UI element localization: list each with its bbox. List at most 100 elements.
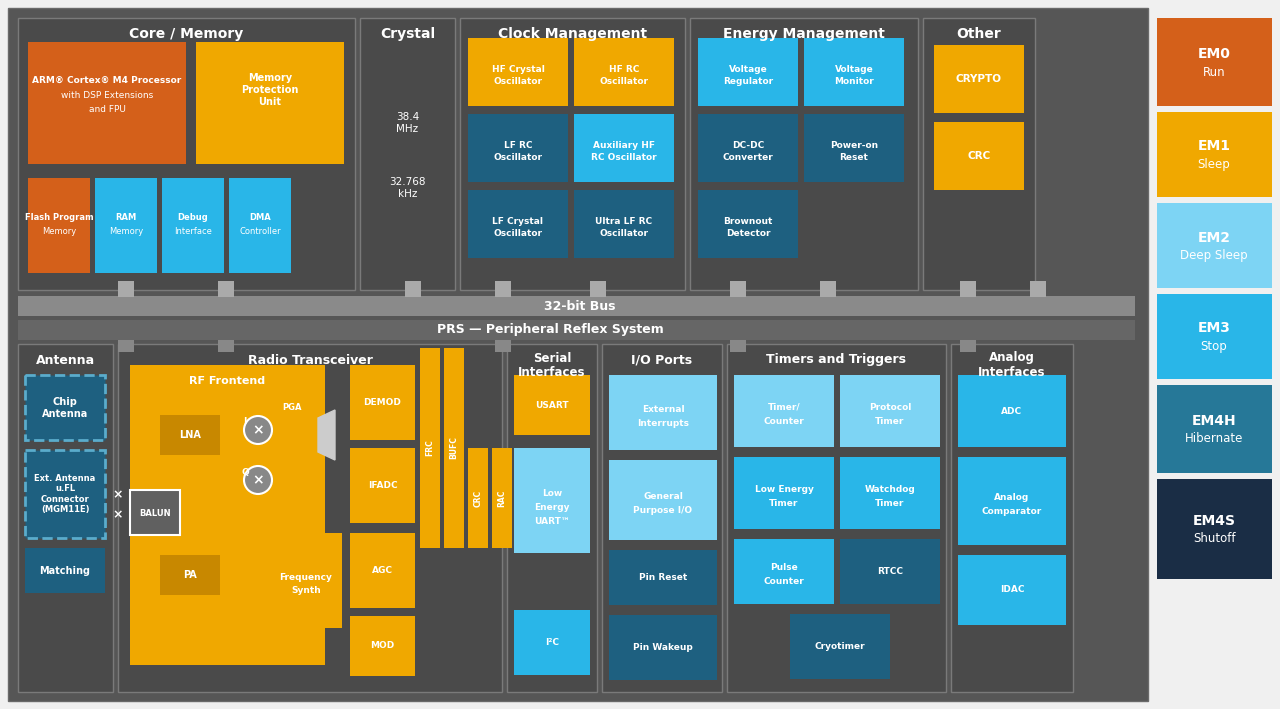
Bar bbox=[840, 375, 940, 447]
Bar bbox=[468, 190, 568, 258]
Bar bbox=[609, 615, 717, 680]
Bar bbox=[229, 178, 291, 273]
Polygon shape bbox=[317, 410, 335, 460]
Text: LNA: LNA bbox=[179, 430, 201, 440]
Bar bbox=[698, 190, 797, 258]
Bar bbox=[404, 281, 421, 297]
Bar bbox=[349, 365, 415, 440]
Bar bbox=[957, 457, 1066, 545]
Text: General: General bbox=[643, 492, 684, 501]
Text: RAC: RAC bbox=[498, 489, 507, 507]
Bar bbox=[18, 18, 355, 290]
Text: PGA: PGA bbox=[283, 403, 302, 413]
Text: Pin Reset: Pin Reset bbox=[639, 573, 687, 582]
Bar bbox=[573, 114, 675, 182]
Bar bbox=[495, 281, 511, 297]
Text: 38.4
MHz: 38.4 MHz bbox=[396, 112, 419, 134]
Bar bbox=[951, 344, 1073, 692]
Text: Regulator: Regulator bbox=[723, 77, 773, 86]
Text: BUFC: BUFC bbox=[449, 437, 458, 459]
Text: External: External bbox=[641, 405, 685, 413]
Circle shape bbox=[244, 466, 273, 494]
Bar bbox=[492, 448, 512, 548]
Bar bbox=[270, 533, 342, 628]
Text: Run: Run bbox=[1203, 65, 1225, 79]
Text: ×: × bbox=[113, 489, 123, 501]
Text: Comparator: Comparator bbox=[982, 507, 1042, 516]
Bar bbox=[28, 42, 186, 164]
Text: Interfaces: Interfaces bbox=[518, 366, 586, 379]
Text: Other: Other bbox=[956, 27, 1001, 41]
Bar bbox=[609, 375, 717, 450]
Bar bbox=[18, 296, 1135, 316]
Bar bbox=[730, 281, 746, 297]
Bar bbox=[218, 281, 234, 297]
Text: IDAC: IDAC bbox=[1000, 586, 1024, 595]
Text: Matching: Matching bbox=[40, 566, 91, 576]
Bar bbox=[160, 555, 220, 595]
Text: Memory: Memory bbox=[109, 226, 143, 235]
Bar bbox=[1157, 203, 1272, 288]
Text: Frequency: Frequency bbox=[279, 573, 333, 582]
Bar bbox=[1030, 281, 1046, 297]
Text: Low: Low bbox=[541, 489, 562, 498]
Text: Stop: Stop bbox=[1201, 340, 1228, 353]
Circle shape bbox=[244, 416, 273, 444]
Text: Energy: Energy bbox=[534, 503, 570, 512]
Bar bbox=[360, 18, 454, 290]
Bar bbox=[515, 610, 590, 675]
Bar bbox=[960, 340, 977, 352]
Text: I: I bbox=[243, 418, 247, 427]
Bar bbox=[468, 114, 568, 182]
Text: EM1: EM1 bbox=[1198, 140, 1230, 154]
Bar bbox=[1157, 479, 1272, 579]
Text: Auxiliary HF: Auxiliary HF bbox=[593, 140, 655, 150]
Text: Oscillator: Oscillator bbox=[599, 230, 649, 238]
Text: Purpose I/O: Purpose I/O bbox=[634, 506, 692, 515]
Text: Ext. Antenna
u.FL
Connector
(MGM11E): Ext. Antenna u.FL Connector (MGM11E) bbox=[35, 474, 96, 514]
Bar bbox=[26, 450, 105, 538]
Text: USART: USART bbox=[535, 401, 568, 410]
Text: Debug: Debug bbox=[178, 213, 209, 223]
Bar bbox=[118, 340, 134, 352]
Bar bbox=[733, 457, 835, 529]
Text: Brownout: Brownout bbox=[723, 216, 773, 225]
Bar bbox=[804, 38, 904, 106]
Text: ADC: ADC bbox=[1001, 406, 1023, 415]
Text: Counter: Counter bbox=[764, 417, 804, 426]
Text: Oscillator: Oscillator bbox=[494, 230, 543, 238]
Bar bbox=[923, 18, 1036, 290]
Bar bbox=[118, 344, 502, 692]
Bar bbox=[609, 550, 717, 605]
Text: Radio Transceiver: Radio Transceiver bbox=[247, 354, 372, 367]
Text: I/O Ports: I/O Ports bbox=[631, 354, 692, 367]
Text: Shutoff: Shutoff bbox=[1193, 532, 1235, 545]
Text: Q: Q bbox=[241, 467, 248, 476]
Text: Synth: Synth bbox=[291, 586, 321, 595]
Text: ARM® Cortex® M4 Processor: ARM® Cortex® M4 Processor bbox=[32, 75, 182, 84]
Polygon shape bbox=[280, 415, 310, 455]
Bar bbox=[957, 375, 1066, 447]
Bar bbox=[1157, 385, 1272, 473]
Text: Monitor: Monitor bbox=[835, 77, 874, 86]
Bar bbox=[515, 448, 590, 553]
Bar bbox=[160, 415, 220, 455]
Bar bbox=[934, 122, 1024, 190]
Text: CRC: CRC bbox=[968, 151, 991, 161]
Text: LF RC: LF RC bbox=[504, 140, 532, 150]
Bar bbox=[468, 38, 568, 106]
Bar bbox=[131, 490, 180, 535]
Text: Watchdog: Watchdog bbox=[864, 485, 915, 494]
Bar bbox=[733, 539, 835, 604]
Text: AGC: AGC bbox=[372, 566, 393, 575]
Text: Oscillator: Oscillator bbox=[494, 154, 543, 162]
Text: Reset: Reset bbox=[840, 154, 868, 162]
Text: HF RC: HF RC bbox=[609, 65, 639, 74]
Bar bbox=[349, 616, 415, 676]
Text: DC-DC: DC-DC bbox=[732, 140, 764, 150]
Text: CRYPTO: CRYPTO bbox=[956, 74, 1002, 84]
Bar bbox=[602, 344, 722, 692]
Bar bbox=[573, 190, 675, 258]
Text: Energy Management: Energy Management bbox=[723, 27, 884, 41]
Text: Core / Memory: Core / Memory bbox=[129, 27, 243, 41]
